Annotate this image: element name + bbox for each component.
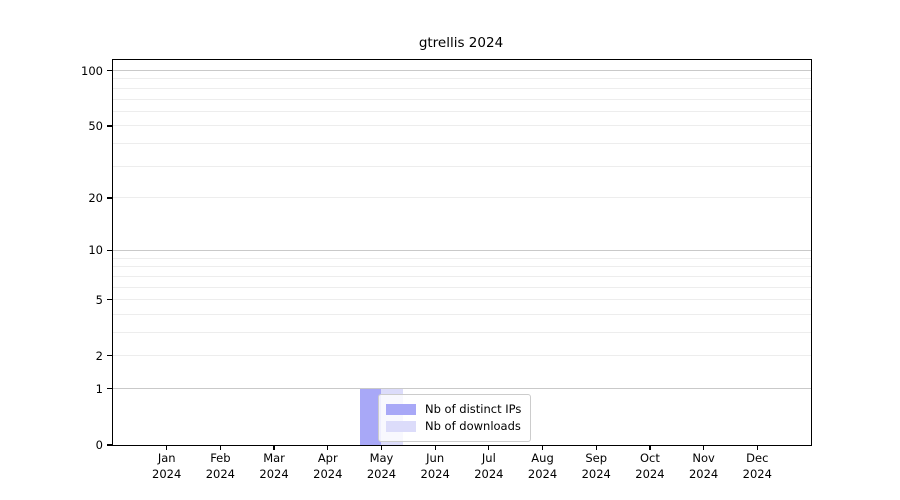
x-axis-year-label: 2024: [474, 466, 504, 481]
y-axis-tick: [107, 388, 112, 390]
y-axis-tick-label: 100: [81, 63, 103, 78]
y-axis-tick: [107, 249, 112, 252]
y-axis-tick-label: 50: [88, 118, 103, 133]
minor-gridline: [113, 87, 811, 89]
x-axis-tick-label: Aug 2024: [515, 451, 571, 482]
y-axis-tick: [107, 69, 112, 72]
minor-gridline: [113, 125, 811, 127]
x-axis-year-label: 2024: [420, 466, 450, 481]
x-axis-month-label: May: [369, 451, 394, 465]
y-axis-tick: [107, 125, 112, 127]
x-axis-tick: [756, 445, 758, 450]
y-axis-tick: [107, 444, 112, 446]
x-axis-tick: [327, 445, 329, 450]
y-axis-tick: [107, 197, 112, 199]
minor-gridline: [113, 286, 811, 288]
x-axis-month-label: Feb: [210, 451, 231, 465]
x-axis-tick-label: Apr 2024: [300, 451, 356, 482]
x-axis-year-label: 2024: [313, 466, 343, 481]
legend-entry: Nb of downloads: [386, 419, 521, 433]
minor-gridline: [113, 78, 811, 80]
x-axis-tick-label: Dec 2024: [729, 451, 785, 482]
x-axis-year-label: 2024: [259, 466, 289, 481]
minor-gridline: [113, 299, 811, 301]
x-axis-month-label: Aug: [531, 451, 554, 465]
legend-swatch: [386, 403, 416, 415]
x-axis-year-label: 2024: [742, 466, 772, 481]
y-axis-tick-label: 10: [88, 243, 103, 258]
minor-gridline: [113, 275, 811, 277]
x-axis-tick: [595, 445, 597, 450]
x-axis-year-label: 2024: [688, 466, 719, 481]
legend-entry: Nb of distinct IPs: [386, 402, 521, 416]
minor-gridline: [113, 257, 811, 259]
plot-area: Nb of distinct IPs Nb of downloads 0 1 2 5 10…: [81, 59, 812, 481]
minor-gridline: [113, 165, 811, 167]
x-axis-tick: [166, 445, 168, 450]
x-axis-tick: [703, 445, 705, 450]
minor-gridline: [113, 110, 811, 112]
minor-gridline: [113, 143, 811, 145]
x-axis-tick: [541, 445, 544, 450]
y-axis-tick-label: 20: [88, 190, 103, 205]
x-axis-year-label: 2024: [205, 466, 236, 481]
chart-title: gtrellis 2024: [418, 35, 504, 51]
x-axis-tick: [488, 445, 490, 450]
x-axis-month-label: Jul: [481, 451, 496, 465]
major-gridline: [113, 388, 811, 390]
x-axis-tick: [434, 445, 436, 450]
x-axis-year-label: 2024: [366, 466, 397, 481]
x-axis-month-label: Sep: [585, 451, 608, 465]
x-axis-tick-label: Oct 2024: [622, 451, 678, 482]
x-axis-year-label: 2024: [581, 466, 611, 481]
x-axis-tick-label: Mar 2024: [246, 451, 302, 482]
x-axis-month-label: Mar: [263, 451, 285, 465]
minor-gridline: [113, 266, 811, 268]
minor-gridline: [113, 98, 811, 100]
x-axis-tick: [380, 445, 383, 450]
y-axis-tick-label: 5: [95, 292, 103, 307]
x-axis-year-label: 2024: [527, 466, 558, 481]
minor-gridline: [113, 355, 811, 357]
legend-label: Nb of downloads: [425, 419, 521, 433]
x-axis-month-label: Jan: [157, 451, 176, 465]
y-axis-tick: [107, 299, 112, 301]
x-axis-tick-label: Jan 2024: [139, 451, 195, 482]
x-axis-year-label: 2024: [635, 466, 665, 481]
y-axis-tick-label: 1: [95, 381, 103, 396]
x-axis-month-label: Apr: [317, 451, 338, 465]
x-axis-tick-label: Feb 2024: [192, 451, 248, 482]
x-axis-tick: [273, 445, 275, 450]
minor-gridline: [113, 313, 811, 315]
x-axis-tick: [219, 445, 221, 450]
major-gridline: [113, 70, 811, 72]
major-gridline: [113, 249, 811, 251]
x-axis-month-label: Oct: [639, 451, 660, 465]
x-axis-month-label: Dec: [746, 451, 769, 465]
minor-gridline: [113, 197, 811, 199]
x-axis-month-label: Nov: [692, 451, 715, 465]
x-axis-tick-label: Sep 2024: [568, 451, 624, 482]
minor-gridline: [113, 332, 811, 334]
legend: Nb of distinct IPs Nb of downloads: [378, 394, 532, 442]
legend-label: Nb of distinct IPs: [425, 402, 522, 416]
x-axis-tick: [649, 445, 651, 450]
bar-distinct-ips: [359, 388, 382, 445]
legend-swatch: [386, 420, 416, 432]
y-axis-tick-label: 2: [95, 348, 103, 363]
x-axis-year-label: 2024: [152, 466, 182, 481]
x-axis-tick-label: Jun 2024: [407, 451, 463, 482]
x-axis-tick-label: Nov 2024: [676, 451, 732, 482]
y-axis-tick: [107, 355, 112, 357]
x-axis-tick-label: May 2024: [353, 451, 409, 482]
x-axis-tick-label: Jul 2024: [461, 451, 517, 482]
y-axis-tick-label: 0: [95, 438, 103, 452]
x-axis-month-label: Jun: [426, 451, 445, 465]
